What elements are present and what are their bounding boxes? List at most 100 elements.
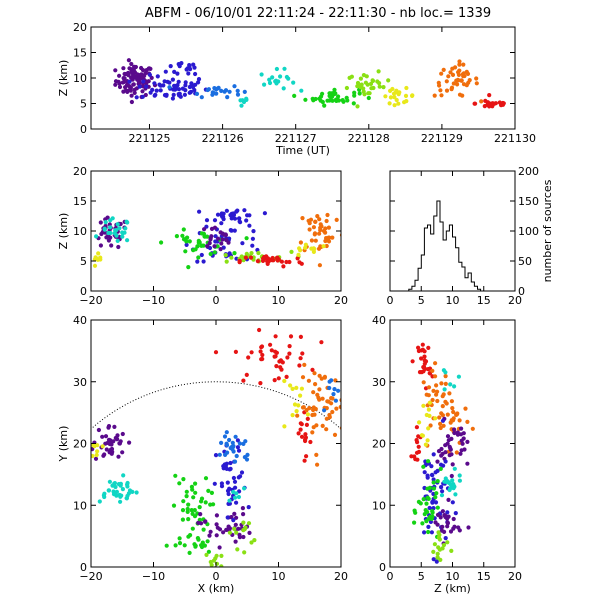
data-point [224, 527, 229, 533]
data-point [352, 90, 357, 95]
data-point [285, 355, 290, 360]
data-point [181, 477, 186, 482]
data-point [234, 453, 239, 459]
data-point [164, 92, 169, 97]
data-point [92, 263, 98, 268]
panel-height-y: 0 5 10 15 20 0 10 20 30 40 Z (km) [372, 314, 522, 595]
data-point [122, 79, 127, 84]
data-point [229, 444, 234, 449]
data-point [292, 402, 298, 407]
data-point [302, 458, 307, 463]
data-point [109, 243, 114, 248]
data-point [323, 238, 328, 244]
data-point [324, 218, 329, 224]
x-tick-label: 221129 [421, 132, 463, 145]
data-point [226, 501, 231, 506]
data-point [241, 511, 246, 517]
data-point [383, 94, 388, 99]
data-point [234, 530, 239, 535]
data-point [215, 212, 221, 217]
data-point [431, 388, 436, 393]
data-point [457, 62, 462, 67]
data-point [191, 495, 196, 500]
data-point [183, 83, 188, 88]
data-point [430, 473, 435, 478]
data-point [427, 400, 432, 405]
data-point [209, 490, 214, 495]
data-point [392, 103, 397, 108]
data-point [193, 71, 198, 77]
data-point [310, 96, 315, 101]
data-point [177, 541, 183, 546]
data-point [190, 84, 196, 90]
data-point [433, 374, 438, 379]
data-point [296, 431, 301, 436]
data-point [451, 516, 456, 522]
data-point [238, 98, 243, 103]
data-point [185, 509, 190, 514]
data-point [426, 496, 431, 501]
data-point [214, 522, 219, 527]
data-point [450, 406, 455, 411]
y-tick-label: 0 [80, 123, 87, 136]
data-point [435, 551, 440, 557]
data-point [457, 59, 462, 64]
data-point [441, 463, 446, 468]
data-point [218, 247, 223, 252]
data-point [205, 539, 210, 544]
data-point [184, 242, 189, 247]
data-point [461, 62, 466, 67]
data-point [445, 540, 450, 545]
data-point [430, 397, 435, 403]
data-point [449, 436, 454, 441]
data-point [377, 81, 382, 86]
data-point [296, 403, 301, 408]
range-circle [91, 381, 341, 430]
data-point [447, 444, 452, 449]
data-point [288, 383, 293, 388]
data-point [456, 70, 461, 75]
data-point [241, 378, 246, 383]
data-point [426, 524, 431, 530]
data-point [176, 79, 181, 84]
data-point [224, 443, 230, 448]
data-point [196, 520, 201, 526]
data-point [422, 470, 427, 475]
data-point [112, 231, 117, 236]
data-point [116, 454, 121, 459]
data-point [167, 85, 172, 90]
data-point [121, 76, 126, 81]
data-point [321, 228, 326, 234]
y-tick-label: 20 [372, 438, 386, 451]
data-point [235, 445, 240, 450]
data-point [304, 454, 309, 459]
data-point [98, 257, 103, 262]
data-point [187, 239, 192, 244]
data-point [280, 360, 285, 365]
data-point [443, 459, 448, 464]
data-point [257, 327, 262, 333]
data-point [246, 521, 252, 526]
data-point [228, 460, 233, 466]
data-point [190, 511, 195, 516]
data-point [448, 382, 453, 387]
data-point [190, 526, 195, 531]
data-point [239, 103, 244, 108]
data-point [104, 235, 109, 240]
y-axis-label: Z (km) [57, 213, 70, 250]
data-point [439, 381, 444, 386]
data-point [444, 401, 449, 406]
data-point [437, 547, 442, 552]
data-point [320, 423, 325, 428]
data-point [330, 409, 335, 415]
data-point [439, 446, 444, 452]
data-point [352, 93, 357, 98]
data-point [303, 242, 308, 247]
data-point [106, 230, 111, 236]
data-point [324, 416, 329, 421]
data-point [482, 104, 487, 109]
data-point [207, 533, 212, 538]
data-point [223, 452, 228, 457]
data-point [125, 480, 130, 486]
data-point [235, 92, 241, 97]
